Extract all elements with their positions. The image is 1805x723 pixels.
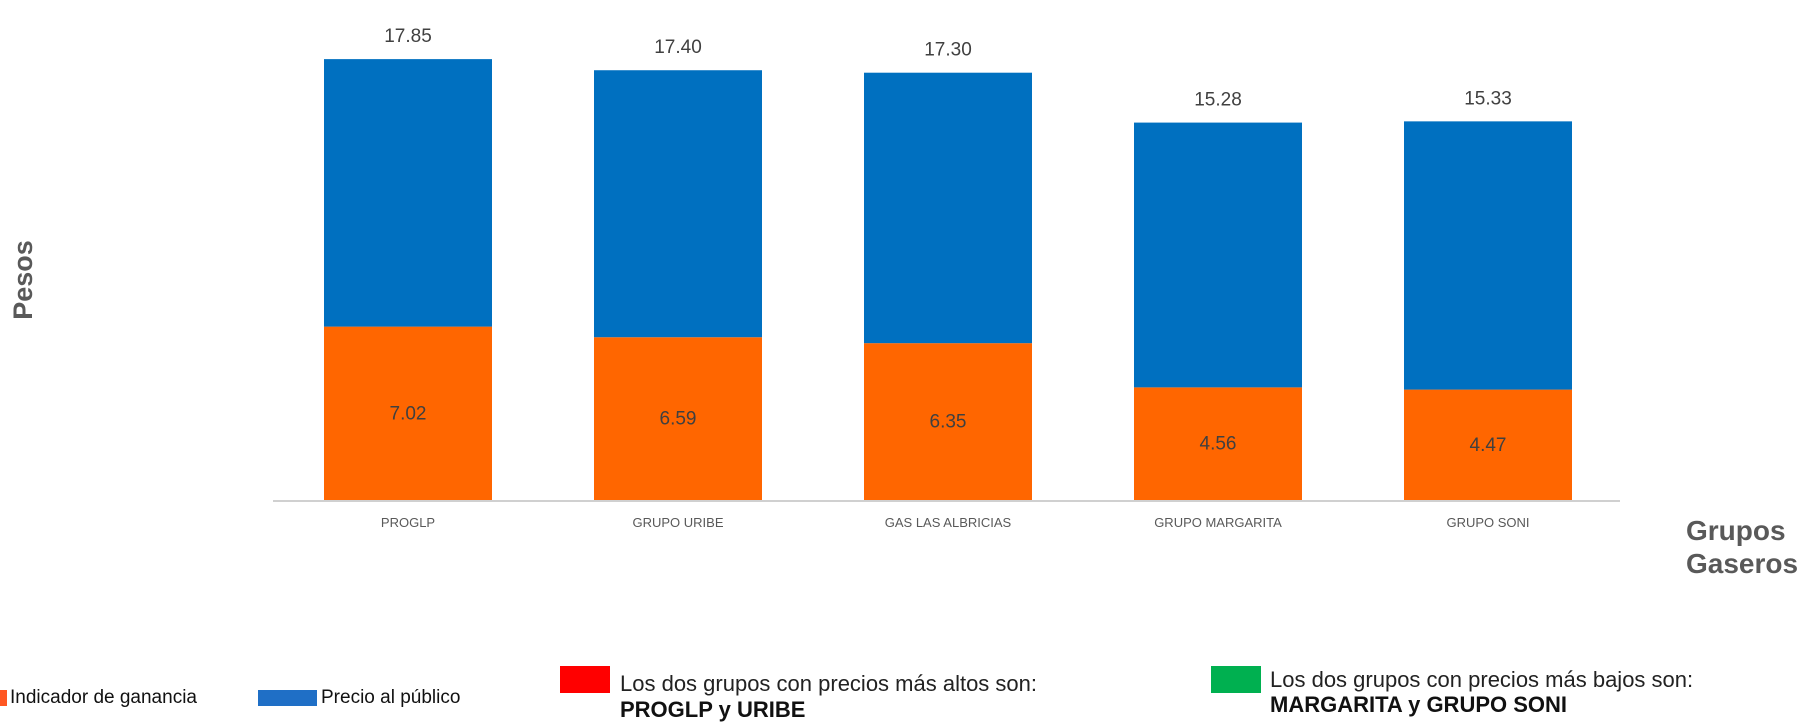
segment-value-label: 4.56 xyxy=(1200,434,1237,455)
segment-value-label: 4.47 xyxy=(1470,435,1507,456)
bar-precio xyxy=(1134,122,1302,388)
segment-value-label: 6.59 xyxy=(660,409,697,430)
orange-square-icon xyxy=(0,690,7,706)
bar-precio xyxy=(1404,121,1572,390)
bar-ganancia xyxy=(594,337,762,500)
total-value-label: 17.40 xyxy=(654,37,702,58)
total-value-label: 15.33 xyxy=(1464,88,1512,109)
x-tick-label: GRUPO MARGARITA xyxy=(1154,515,1282,530)
bar-precio xyxy=(864,72,1032,344)
x-axis-title: Grupos Gaseros xyxy=(1686,515,1798,579)
total-value-label: 17.30 xyxy=(924,40,972,61)
green-square-icon xyxy=(1211,666,1261,693)
segment-value-label: 6.35 xyxy=(930,412,967,433)
bar-precio xyxy=(594,70,762,338)
bar-ganancia xyxy=(864,343,1032,500)
x-tick-label: GAS LAS ALBRICIAS xyxy=(885,515,1012,530)
legend-label: Precio al público xyxy=(321,687,461,708)
total-value-label: 15.28 xyxy=(1194,90,1242,111)
bar-precio xyxy=(324,59,492,327)
segment-value-label: 7.02 xyxy=(390,403,427,424)
legend-item-precio: Precio al público xyxy=(258,687,460,709)
x-axis-title-line-1: Grupos xyxy=(1686,515,1786,546)
bar-ganancia xyxy=(1134,387,1302,500)
bars-layer xyxy=(324,59,1572,500)
note-lowest-text: Los dos grupos con precios más bajos son… xyxy=(1270,667,1694,692)
red-square-icon xyxy=(560,666,610,693)
bar-ganancia xyxy=(324,326,492,500)
note-highest-text: Los dos grupos con precios más altos son… xyxy=(620,671,1038,696)
labels-layer: 7.02 17.85 PROGLP 6.59 17.40 GRUPO URIBE 6.35 1… xyxy=(381,26,1530,530)
x-tick-label: PROGLP xyxy=(381,515,435,530)
note-lowest-groups: MARGARITA y GRUPO SONI xyxy=(1270,692,1568,717)
note-highest-groups: PROGLP y URIBE xyxy=(620,697,806,722)
x-tick-label: GRUPO URIBE xyxy=(632,515,723,530)
blue-square-icon xyxy=(258,690,317,706)
bar-ganancia xyxy=(1404,389,1572,500)
y-axis-title: Pesos xyxy=(8,240,38,320)
total-value-label: 17.85 xyxy=(384,26,432,47)
legend-item-ganancia: Indicador de ganancia xyxy=(0,687,197,709)
legend-label: Indicador de ganancia xyxy=(10,687,197,708)
x-axis-title-line-2: Gaseros xyxy=(1686,548,1798,579)
x-tick-label: GRUPO SONI xyxy=(1446,515,1529,530)
